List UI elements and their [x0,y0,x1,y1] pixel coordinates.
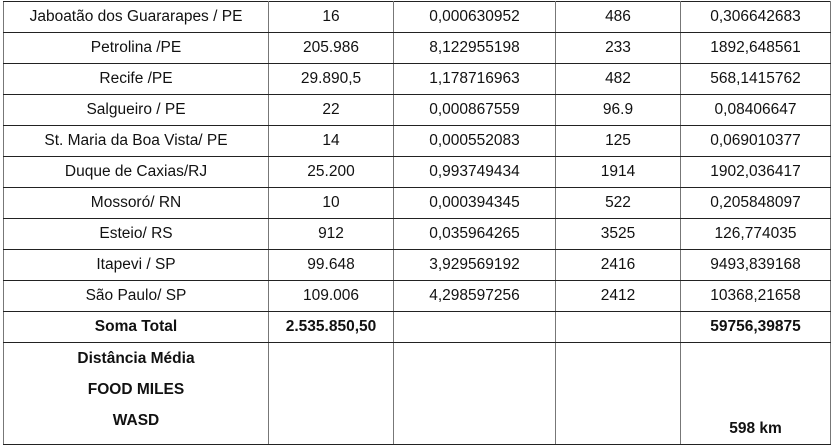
cell-distance: 96.9 [555,94,681,126]
empty-cell [268,342,394,445]
cell-distance: 2412 [555,280,681,312]
table-row: Itapevi / SP 99.648 3,929569192 2416 9493,83… [3,249,831,281]
cell-city: Petrolina /PE [3,32,269,64]
cell-quantity: 16 [268,1,394,33]
cell-weighted: 10368,21658 [680,280,831,312]
cell-proportion: 1,178716963 [393,63,556,95]
cell-proportion: 0,035964265 [393,218,556,250]
empty-cell [555,342,681,445]
cell-quantity: 22 [268,94,394,126]
cell-weighted: 568,1415762 [680,63,831,95]
cell-city: Esteio/ RS [3,218,269,250]
total-quantity: 2.535.850,50 [268,311,394,343]
table-row: Recife /PE 29.890,5 1,178716963 482 568,1415… [3,63,831,95]
average-label: Distância Média FOOD MILES WASD [3,342,269,445]
cell-quantity: 205.986 [268,32,394,64]
cell-weighted: 9493,839168 [680,249,831,281]
cell-weighted: 0,306642683 [680,1,831,33]
cell-city: São Paulo/ SP [3,280,269,312]
table-row: Petrolina /PE 205.986 8,122955198 233 1892,6… [3,32,831,64]
total-col4 [555,311,681,343]
cell-quantity: 14 [268,125,394,157]
cell-quantity: 10 [268,187,394,219]
empty-cell [393,342,556,445]
cell-distance: 482 [555,63,681,95]
cell-city: Salgueiro / PE [3,94,269,126]
average-label-line: FOOD MILES [87,381,185,398]
cell-distance: 125 [555,125,681,157]
food-miles-table: Jaboatão dos Guararapes / PE 16 0,00063095… [3,1,831,445]
cell-quantity: 29.890,5 [268,63,394,95]
cell-weighted: 126,774035 [680,218,831,250]
average-label-line: Distância Média [77,350,195,367]
total-row: Soma Total 2.535.850,50 59756,39875 [3,311,831,343]
cell-proportion: 0,000552083 [393,125,556,157]
cell-quantity: 109.006 [268,280,394,312]
cell-city: St. Maria da Boa Vista/ PE [3,125,269,157]
cell-weighted: 0,205848097 [680,187,831,219]
table-row: Jaboatão dos Guararapes / PE 16 0,00063095… [3,1,831,33]
table-row: São Paulo/ SP 109.006 4,298597256 2412 10368… [3,280,831,312]
cell-proportion: 0,000867559 [393,94,556,126]
table-row: St. Maria da Boa Vista/ PE 14 0,000552083 1… [3,125,831,157]
cell-city: Itapevi / SP [3,249,269,281]
cell-quantity: 99.648 [268,249,394,281]
cell-proportion: 0,993749434 [393,156,556,188]
cell-weighted: 1892,648561 [680,32,831,64]
cell-quantity: 912 [268,218,394,250]
cell-weighted: 0,069010377 [680,125,831,157]
table-row: Mossoró/ RN 10 0,000394345 522 0,205848097 [3,187,831,219]
cell-proportion: 8,122955198 [393,32,556,64]
table-row: Duque de Caxias/RJ 25.200 0,993749434 1914 1… [3,156,831,188]
cell-city: Mossoró/ RN [3,187,269,219]
cell-distance: 3525 [555,218,681,250]
cell-weighted: 0,08406647 [680,94,831,126]
cell-city: Recife /PE [3,63,269,95]
cell-city: Duque de Caxias/RJ [3,156,269,188]
cell-distance: 1914 [555,156,681,188]
total-label: Soma Total [3,311,269,343]
cell-quantity: 25.200 [268,156,394,188]
cell-proportion: 3,929569192 [393,249,556,281]
cell-city: Jaboatão dos Guararapes / PE [3,1,269,33]
cell-proportion: 0,000394345 [393,187,556,219]
total-weighted: 59756,39875 [680,311,831,343]
table-row: Salgueiro / PE 22 0,000867559 96.9 0,0840664… [3,94,831,126]
cell-distance: 233 [555,32,681,64]
cell-distance: 486 [555,1,681,33]
average-row: Distância Média FOOD MILES WASD 598 km [3,342,831,445]
cell-distance: 522 [555,187,681,219]
table-row: Esteio/ RS 912 0,035964265 3525 126,774035 [3,218,831,250]
cell-distance: 2416 [555,249,681,281]
cell-proportion: 0,000630952 [393,1,556,33]
total-col3 [393,311,556,343]
average-label-line: WASD [112,412,160,429]
average-value: 598 km [680,342,831,445]
cell-proportion: 4,298597256 [393,280,556,312]
cell-weighted: 1902,036417 [680,156,831,188]
